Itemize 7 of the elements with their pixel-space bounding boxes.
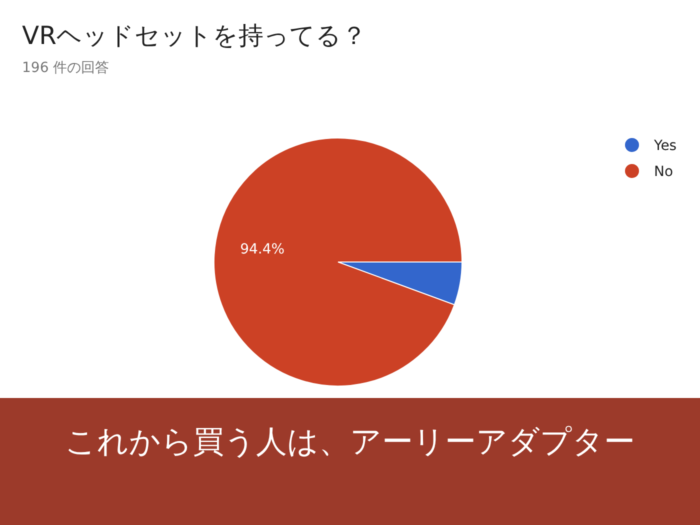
data-label: 94.4% [240,242,285,258]
legend-label: No [654,164,674,180]
legend-label: Yes [653,138,677,154]
pie-slice [214,138,462,386]
text: 196 件の回答 [22,60,110,76]
text: これから買う人は、アーリーアダプター [65,424,635,460]
chart-title: VRヘッドセットを持ってる？ [22,21,366,50]
